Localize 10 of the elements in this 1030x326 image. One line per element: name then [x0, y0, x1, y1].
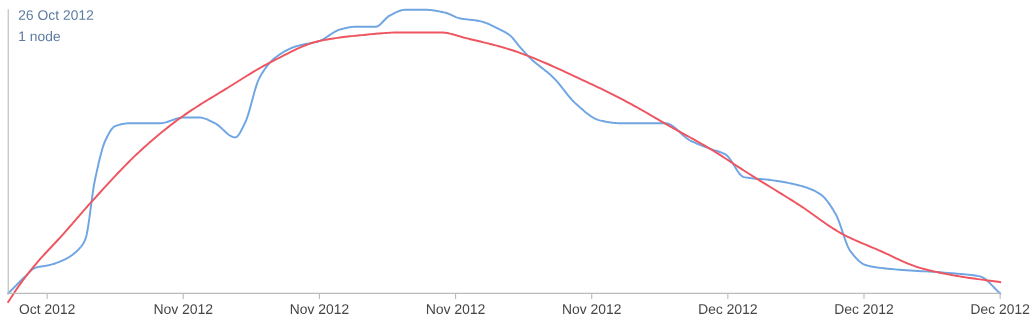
x-tick-label: Dec 2012: [699, 304, 757, 315]
x-tick-label: Nov 2012: [563, 304, 621, 315]
annotation: 26 Oct 2012: [18, 10, 94, 20]
x-tick-label: Dec 2012: [971, 304, 1030, 315]
x-tick-label: Dec 2012: [835, 304, 894, 315]
x-tick-label: Nov 2012: [290, 304, 349, 315]
x-tick-label: Nov 2012: [426, 304, 485, 315]
annotation: 1 node: [19, 31, 61, 42]
x-tick-label: Nov 2012: [154, 304, 213, 315]
x-tick-label: Oct 2012: [19, 304, 75, 315]
